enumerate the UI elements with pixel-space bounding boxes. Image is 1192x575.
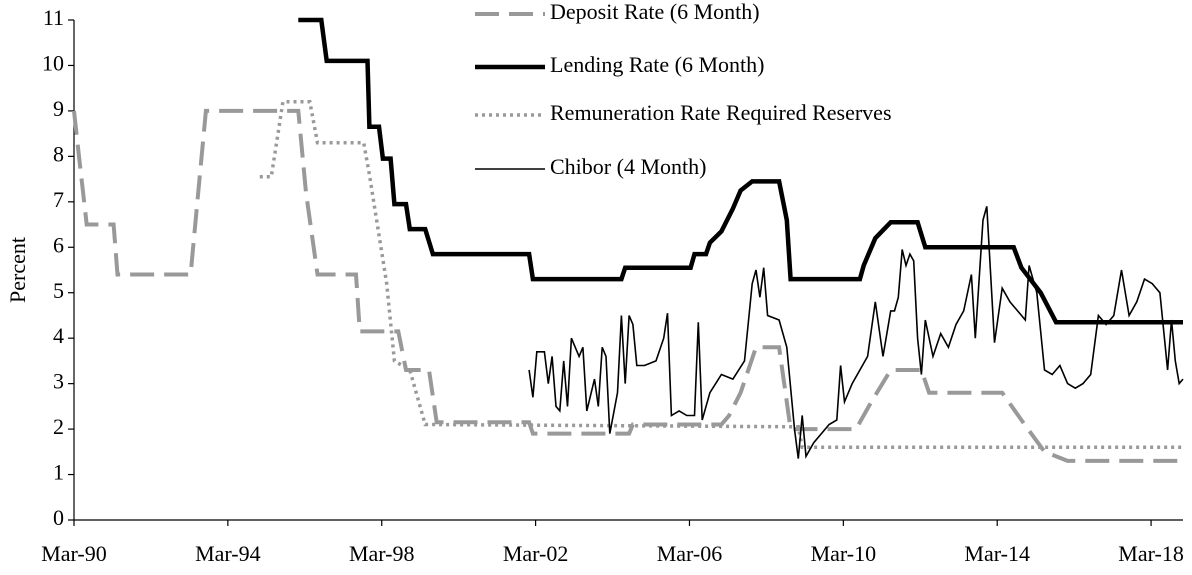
y-tick-label: 4 [53,323,64,348]
series-line [259,100,1183,450]
y-tick-label: 0 [53,505,64,530]
legend-label: Chibor (4 Month) [550,154,706,179]
y-tick-label: 6 [53,232,64,257]
x-tick-label: Mar-94 [195,541,261,566]
y-tick-label: 3 [53,369,64,394]
legend-label: Lending Rate (6 Month) [550,52,764,77]
series-line [72,108,1183,463]
y-tick-label: 10 [42,51,64,76]
x-tick-label: Mar-06 [657,541,723,566]
y-tick-label: 5 [53,278,64,303]
x-tick-label: Mar-18 [1118,541,1184,566]
series-line [528,206,1184,460]
series-line [298,17,1183,325]
x-tick-label: Mar-10 [811,541,877,566]
legend-label: Deposit Rate (6 Month) [550,0,760,24]
y-tick-label: 7 [53,187,64,212]
y-tick-label: 11 [43,5,64,30]
x-tick-label: Mar-90 [41,541,107,566]
y-tick-label: 8 [53,141,64,166]
y-tick-label: 2 [53,414,64,439]
y-tick-label: 1 [53,460,64,485]
legend-label: Remuneration Rate Required Reserves [550,100,892,125]
x-tick-label: Mar-98 [349,541,415,566]
x-tick-label: Mar-14 [964,541,1030,566]
y-tick-label: 9 [53,96,64,121]
x-tick-label: Mar-02 [503,541,569,566]
y-axis-label: Percent [5,237,30,303]
